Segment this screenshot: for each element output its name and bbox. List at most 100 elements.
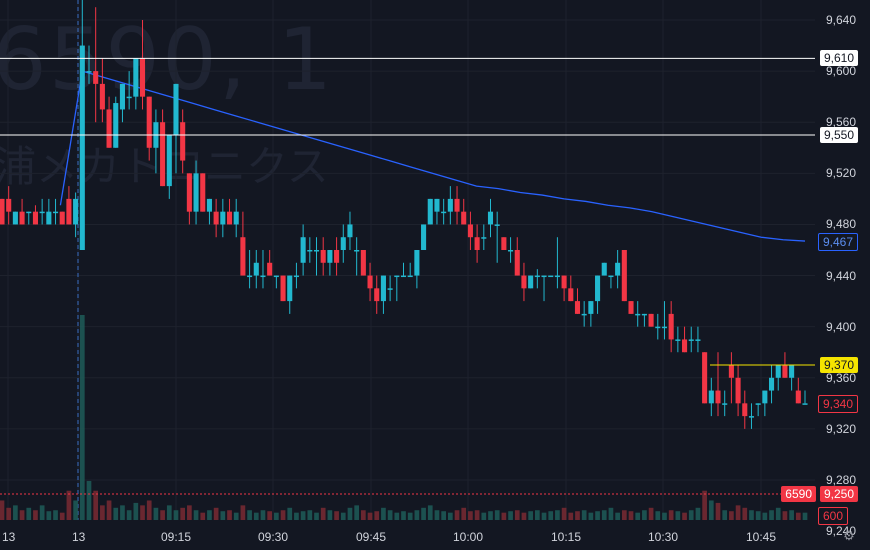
volume-bar bbox=[454, 510, 460, 520]
volume-bar bbox=[374, 511, 380, 520]
vwap-line bbox=[59, 70, 806, 242]
price-tick-label: 9,640 bbox=[825, 13, 856, 27]
volume-bar bbox=[100, 505, 105, 520]
volume-bar bbox=[66, 490, 72, 520]
volume-bar bbox=[300, 511, 306, 520]
candle-body bbox=[12, 211, 18, 225]
volume-bar bbox=[327, 510, 333, 520]
candle-body bbox=[32, 211, 39, 225]
candle-body bbox=[661, 326, 668, 329]
volume-bar bbox=[93, 490, 99, 520]
candle-body bbox=[273, 275, 279, 278]
volume-bar bbox=[59, 512, 65, 520]
volume-bar bbox=[581, 510, 587, 520]
volume-bar bbox=[294, 512, 299, 520]
time-tick-label: 13 bbox=[2, 530, 16, 544]
candle-body bbox=[146, 96, 152, 148]
candle-body bbox=[240, 237, 246, 276]
volume-bar bbox=[126, 510, 132, 520]
candle-body bbox=[508, 250, 514, 252]
volume-bar bbox=[13, 505, 18, 520]
candle-body bbox=[52, 211, 59, 214]
candle-body bbox=[126, 96, 132, 99]
volume-bar bbox=[6, 507, 12, 520]
volume-bar bbox=[682, 512, 687, 520]
volume-bar bbox=[521, 512, 527, 520]
volume-bar bbox=[461, 507, 467, 520]
volume-bar bbox=[267, 511, 273, 520]
volume-bar bbox=[662, 512, 667, 520]
settings-icon[interactable]: ⚙ bbox=[843, 528, 855, 543]
volume-bar bbox=[642, 510, 647, 520]
candle-body bbox=[708, 390, 714, 404]
candle-body bbox=[487, 211, 494, 225]
candle-body bbox=[99, 83, 105, 110]
candle-body bbox=[775, 365, 781, 378]
candle-body bbox=[588, 301, 594, 314]
volume-bar bbox=[775, 507, 781, 520]
volume-bar bbox=[769, 510, 774, 520]
candle-body bbox=[313, 250, 320, 252]
candle-body bbox=[340, 237, 346, 250]
volume-bar bbox=[588, 512, 594, 520]
candle-body bbox=[748, 416, 755, 418]
volume-bar bbox=[280, 510, 286, 520]
candle-body bbox=[548, 275, 554, 278]
candle-body bbox=[447, 198, 453, 212]
candle-body bbox=[367, 275, 373, 289]
candle-body bbox=[280, 275, 286, 302]
volume-bar bbox=[474, 510, 480, 520]
candle-body bbox=[387, 288, 393, 290]
candle-body bbox=[621, 250, 627, 302]
volume-bar bbox=[253, 512, 259, 520]
volume-bar bbox=[367, 512, 373, 520]
volume-bar bbox=[180, 507, 186, 520]
volume-bar bbox=[307, 510, 313, 520]
volume-bar bbox=[394, 512, 400, 520]
candle-body bbox=[226, 211, 233, 225]
volume-bar bbox=[86, 480, 92, 520]
volume-bar bbox=[494, 510, 500, 520]
candle-body bbox=[39, 211, 45, 214]
candle-body bbox=[300, 237, 306, 263]
volume-bar bbox=[427, 505, 433, 520]
candle-body bbox=[601, 262, 607, 276]
volume-bar bbox=[568, 512, 574, 520]
volume-bar bbox=[749, 510, 754, 520]
candle-body bbox=[608, 275, 614, 278]
candle-body bbox=[26, 211, 32, 214]
candle-body bbox=[501, 237, 507, 250]
candle-body bbox=[581, 313, 587, 316]
volume-level-tag: 9,250 bbox=[819, 486, 858, 502]
volume-bar bbox=[722, 510, 728, 520]
volume-bar bbox=[514, 510, 520, 520]
candle-body bbox=[133, 58, 139, 97]
volume-bar bbox=[166, 505, 172, 520]
volume-bar bbox=[715, 502, 721, 520]
volume-bar bbox=[447, 512, 453, 520]
volume-scale-tag: 600 bbox=[817, 507, 848, 525]
candle-body bbox=[73, 198, 79, 225]
price-tick-label: 9,560 bbox=[825, 115, 856, 130]
candle-body bbox=[534, 275, 540, 278]
volume-bar bbox=[702, 490, 707, 520]
candle-body bbox=[561, 275, 567, 289]
price-tick-label: 9,600 bbox=[825, 64, 856, 79]
price-tick-label: 9,280 bbox=[825, 473, 856, 487]
candle-body bbox=[675, 339, 681, 341]
price-tick-label: 9,240 bbox=[825, 524, 856, 539]
volume-bar bbox=[481, 512, 487, 520]
candle-body bbox=[668, 313, 674, 340]
candle-body bbox=[213, 211, 219, 225]
candle-body bbox=[200, 173, 206, 212]
candle-body bbox=[494, 224, 500, 226]
volume-bar bbox=[387, 510, 393, 520]
volume-bar bbox=[755, 511, 761, 520]
candle-body bbox=[655, 326, 661, 329]
volume-bar bbox=[233, 512, 239, 520]
price-tick-label: 9,400 bbox=[825, 319, 856, 334]
candle-body bbox=[93, 71, 99, 84]
volume-bar bbox=[79, 315, 85, 520]
candle-body bbox=[79, 45, 85, 250]
